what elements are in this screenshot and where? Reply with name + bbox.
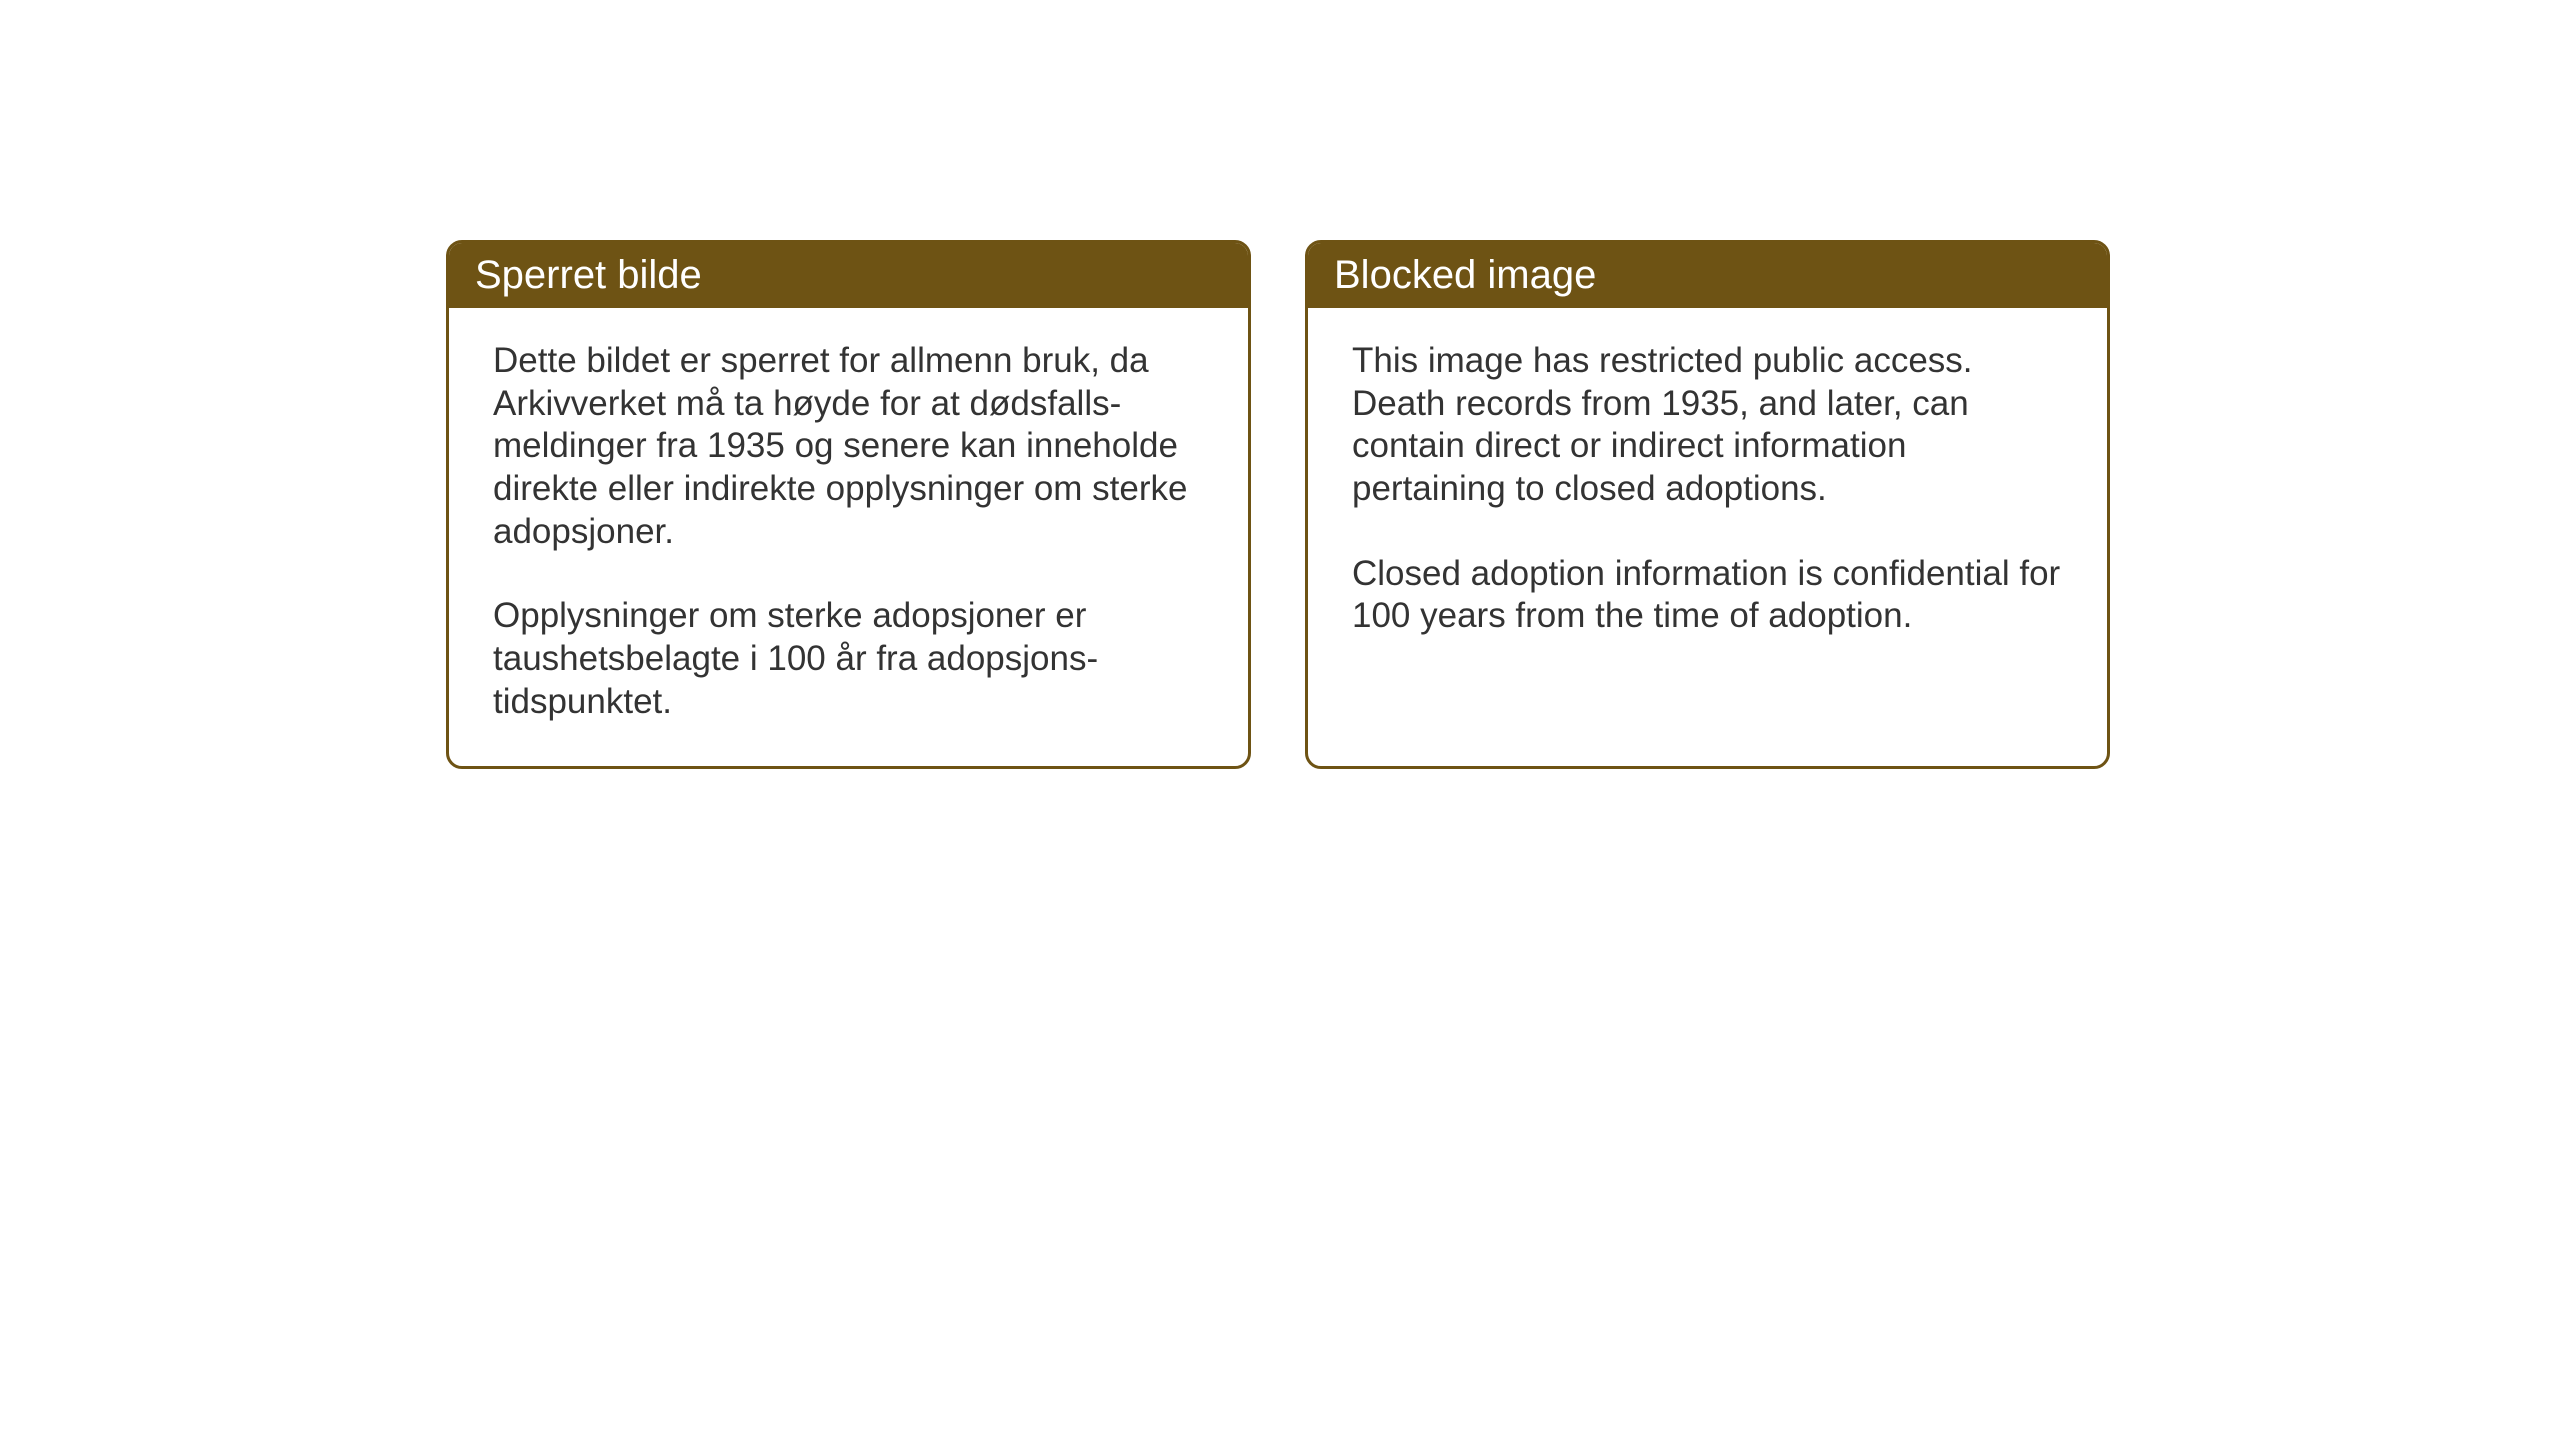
english-card-title: Blocked image: [1334, 253, 1596, 297]
english-card-header: Blocked image: [1308, 243, 2107, 308]
english-paragraph-2: Closed adoption information is confident…: [1352, 553, 2063, 638]
english-card-body: This image has restricted public access.…: [1308, 308, 2107, 680]
cards-container: Sperret bilde Dette bildet er sperret fo…: [446, 240, 2110, 769]
norwegian-paragraph-2: Opplysninger om sterke adopsjoner er tau…: [493, 595, 1204, 723]
norwegian-card-title: Sperret bilde: [475, 253, 702, 297]
english-card: Blocked image This image has restricted …: [1305, 240, 2110, 769]
norwegian-card: Sperret bilde Dette bildet er sperret fo…: [446, 240, 1251, 769]
norwegian-paragraph-1: Dette bildet er sperret for allmenn bruk…: [493, 340, 1204, 553]
norwegian-card-header: Sperret bilde: [449, 243, 1248, 308]
english-paragraph-1: This image has restricted public access.…: [1352, 340, 2063, 511]
norwegian-card-body: Dette bildet er sperret for allmenn bruk…: [449, 308, 1248, 766]
